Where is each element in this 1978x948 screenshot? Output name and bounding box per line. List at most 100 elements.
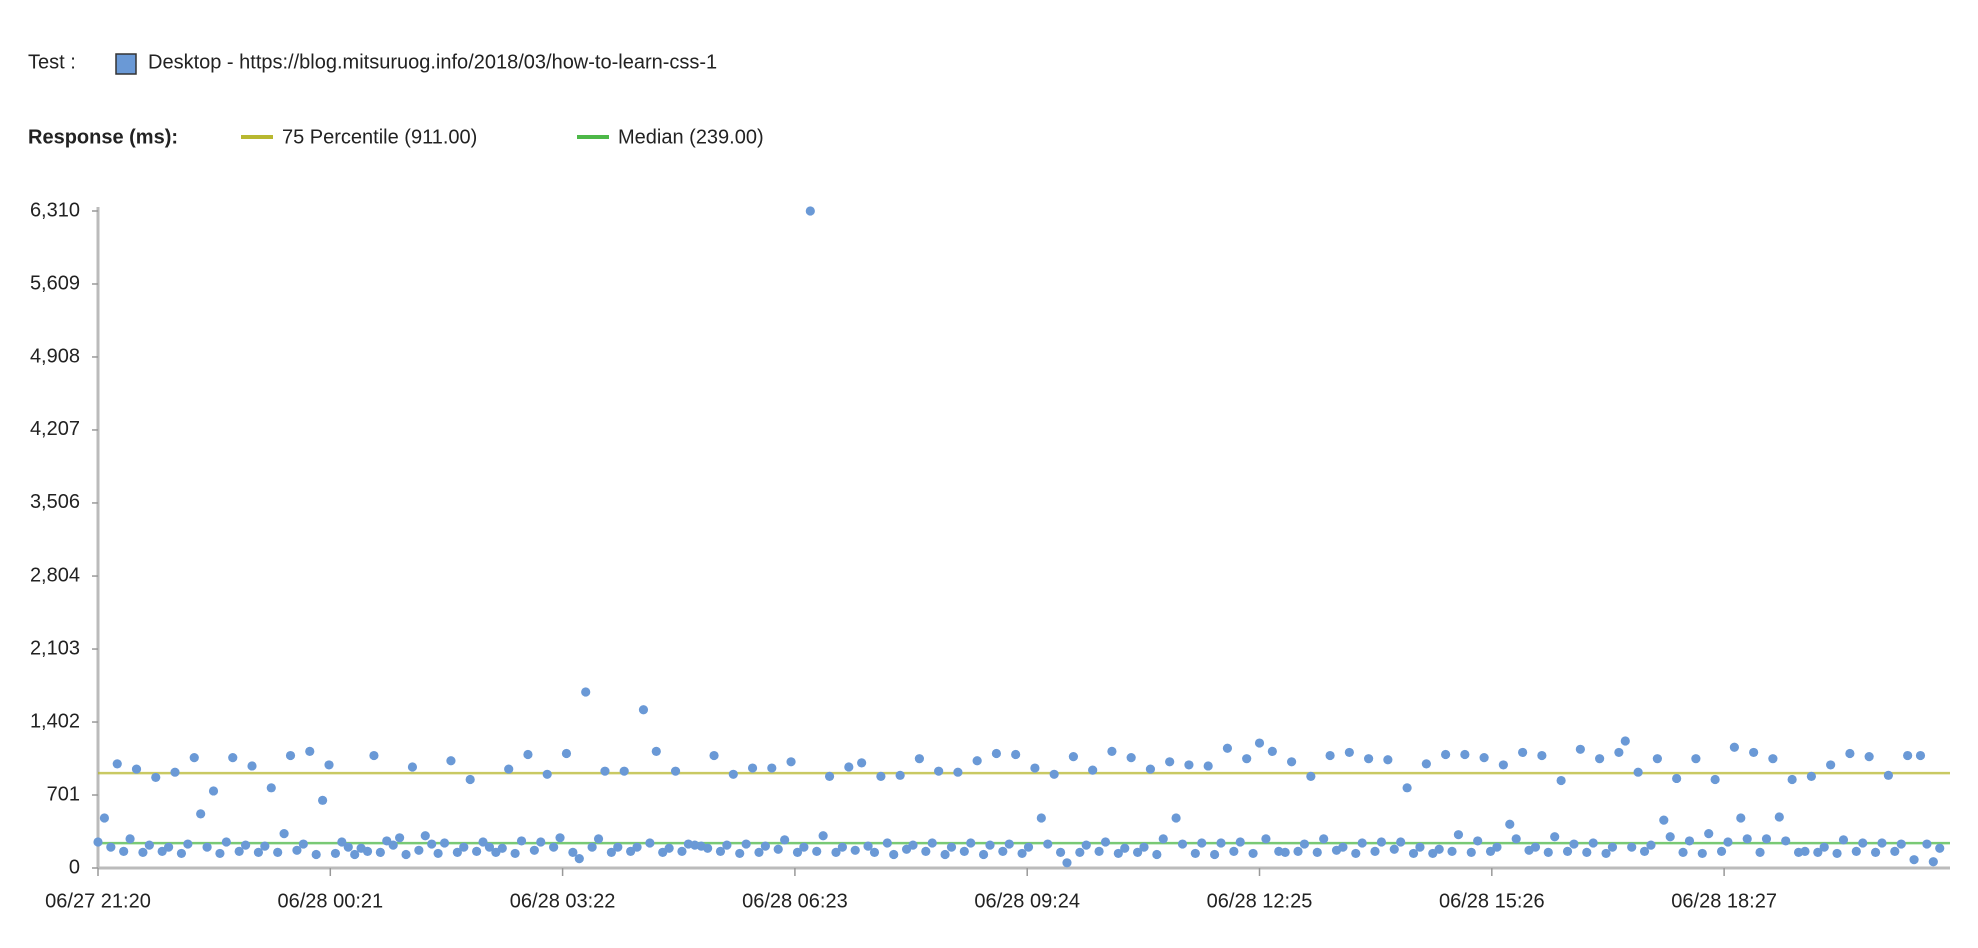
point <box>722 840 732 850</box>
y-tick-label: 4,908 <box>30 345 80 367</box>
point <box>1832 848 1842 859</box>
y-tick-label: 6,310 <box>30 199 80 221</box>
legend-label: 75 Percentile (911.00) <box>282 126 477 148</box>
legend-label: Median (239.00) <box>618 126 764 148</box>
point <box>709 750 719 761</box>
x-tick-label: 06/28 03:22 <box>510 890 616 912</box>
point <box>1389 844 1399 854</box>
point <box>247 761 257 771</box>
point <box>1062 858 1072 868</box>
point <box>401 849 411 860</box>
point <box>1396 837 1406 847</box>
point <box>1184 760 1194 770</box>
point <box>882 838 892 848</box>
point <box>1248 848 1258 859</box>
point <box>1652 754 1662 764</box>
point <box>638 705 649 715</box>
point <box>972 756 982 766</box>
point <box>285 750 296 761</box>
point <box>202 842 212 852</box>
point <box>144 840 154 850</box>
point <box>587 842 597 852</box>
point <box>792 847 803 857</box>
point <box>760 841 770 851</box>
point <box>1299 839 1310 849</box>
point <box>465 774 475 785</box>
point <box>151 772 161 783</box>
point <box>138 847 148 857</box>
point <box>112 759 122 769</box>
point <box>484 842 495 852</box>
point <box>1704 829 1714 839</box>
point <box>651 746 661 756</box>
point <box>388 840 398 850</box>
point <box>1800 846 1810 856</box>
point <box>985 840 995 850</box>
point <box>1113 848 1123 859</box>
point <box>459 842 469 852</box>
point <box>208 786 219 796</box>
point <box>1357 838 1367 848</box>
point <box>876 771 886 781</box>
point <box>375 847 385 857</box>
x-tick-label: 06/28 18:27 <box>1671 890 1777 912</box>
point <box>1280 847 1290 857</box>
point <box>908 840 918 850</box>
point <box>645 838 655 848</box>
y-tick-label: 3,506 <box>30 491 80 513</box>
point <box>959 846 969 856</box>
point <box>812 846 822 856</box>
point <box>1049 769 1059 779</box>
point <box>1376 837 1387 847</box>
point <box>1190 848 1200 859</box>
point <box>1575 744 1585 754</box>
point <box>1909 855 1919 865</box>
point <box>260 841 270 851</box>
point <box>619 766 629 776</box>
point <box>163 842 174 852</box>
point <box>1043 839 1053 849</box>
point <box>1877 838 1887 848</box>
point <box>1550 832 1560 842</box>
point <box>1781 836 1791 846</box>
point <box>1177 839 1188 849</box>
point <box>946 842 957 852</box>
point <box>439 838 450 848</box>
point <box>99 813 110 823</box>
point <box>581 687 591 697</box>
point <box>805 206 815 216</box>
point <box>1537 750 1547 761</box>
point <box>1864 751 1874 762</box>
point <box>1851 846 1861 856</box>
point <box>497 843 507 853</box>
point <box>1370 846 1380 856</box>
point <box>1903 750 1913 761</box>
point <box>1286 757 1297 767</box>
point <box>427 839 437 849</box>
x-tick-label: 06/28 09:24 <box>974 890 1080 912</box>
point <box>670 766 681 776</box>
test-name: Desktop - https://blog.mitsuruog.info/20… <box>148 51 717 73</box>
point <box>253 847 264 857</box>
point <box>1582 847 1592 857</box>
point <box>170 767 180 777</box>
point <box>1222 743 1233 753</box>
point <box>1421 759 1431 769</box>
point <box>1710 774 1720 785</box>
point <box>953 767 963 777</box>
point <box>818 831 828 841</box>
point <box>780 835 790 845</box>
point <box>1838 835 1849 845</box>
y-tick-label: 701 <box>47 783 80 805</box>
point <box>1845 748 1855 759</box>
point <box>1684 836 1695 846</box>
point <box>1774 812 1784 822</box>
point <box>1755 847 1765 857</box>
point <box>600 766 610 776</box>
point <box>1498 760 1508 770</box>
point <box>869 847 880 857</box>
point <box>1806 771 1816 781</box>
point <box>311 849 321 860</box>
x-tick-label: 06/28 12:25 <box>1207 890 1313 912</box>
point <box>362 846 373 856</box>
